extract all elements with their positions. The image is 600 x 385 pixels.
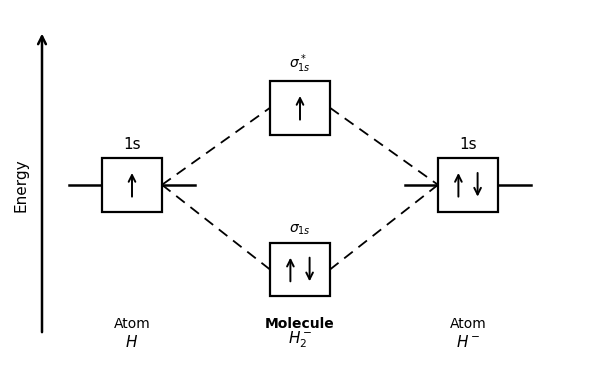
Bar — [270, 81, 330, 135]
Text: Energy: Energy — [14, 158, 29, 212]
Text: $H$: $H$ — [125, 334, 139, 350]
Bar — [102, 158, 162, 212]
Bar — [270, 243, 330, 296]
Text: $\sigma_{1s}$: $\sigma_{1s}$ — [289, 223, 311, 237]
Text: Atom: Atom — [113, 317, 151, 331]
Text: Molecule: Molecule — [265, 317, 335, 331]
Text: 1s: 1s — [459, 137, 477, 152]
Text: $H_2^-$: $H_2^-$ — [288, 330, 312, 350]
Text: 1s: 1s — [123, 137, 141, 152]
Text: Atom: Atom — [449, 317, 487, 331]
Bar — [438, 158, 498, 212]
Text: $\sigma_{1s}^*$: $\sigma_{1s}^*$ — [289, 52, 311, 75]
Text: $H^-$: $H^-$ — [456, 334, 480, 350]
